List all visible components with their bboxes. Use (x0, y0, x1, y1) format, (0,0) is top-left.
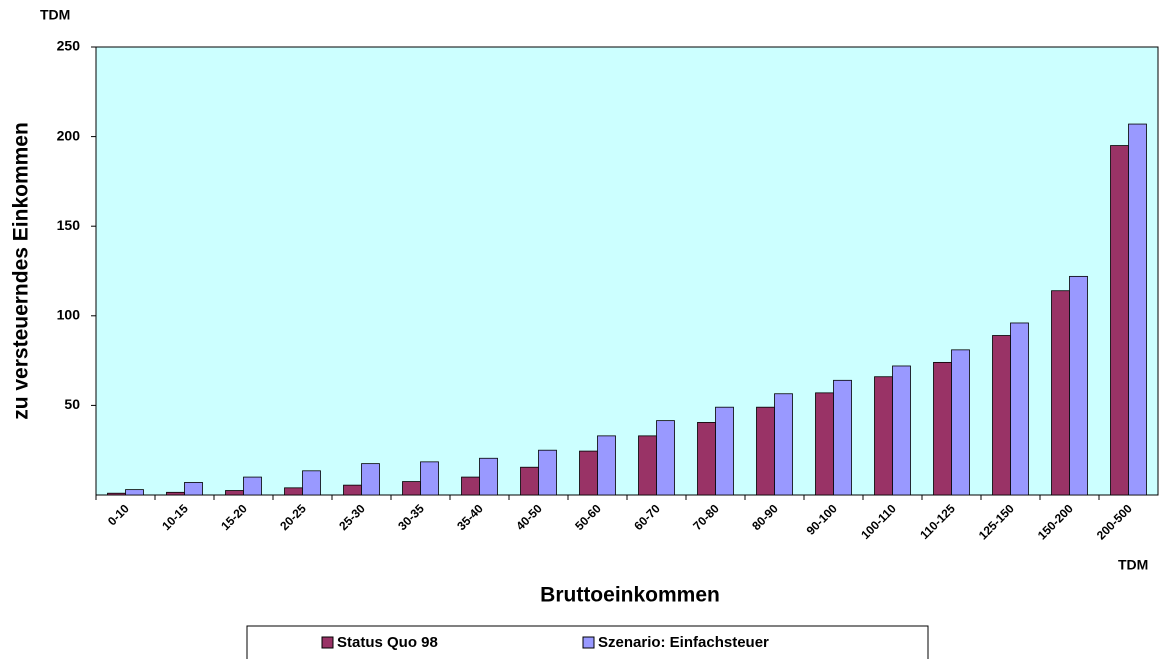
bar (302, 470, 321, 496)
bar (361, 463, 380, 496)
bar (107, 492, 126, 496)
bar (1010, 322, 1029, 496)
x-tick-label: 70-80 (690, 501, 722, 533)
legend-label: Szenario: Einfachsteuer (598, 634, 769, 651)
x-tick-label: 20-25 (277, 501, 309, 533)
x-tick-label: 100-110 (858, 501, 899, 542)
bar (756, 406, 775, 496)
bar (520, 466, 539, 496)
y-unit: TDM (40, 7, 70, 23)
y-tick-label: 250 (57, 38, 81, 54)
x-unit: TDM (1118, 557, 1148, 573)
bar (1110, 145, 1129, 496)
bar (892, 365, 911, 496)
x-tick-label: 25-30 (336, 501, 368, 533)
bar (833, 379, 852, 496)
y-axis-label: zu versteuerndes Einkommen (10, 122, 33, 420)
bar (815, 392, 834, 496)
x-tick-label: 150-200 (1035, 501, 1076, 542)
bar (1128, 123, 1147, 496)
x-tick-label: 50-60 (572, 501, 604, 533)
bar (420, 461, 439, 496)
x-axis-label: Bruttoeinkommen (540, 584, 720, 607)
x-tick-label: 10-15 (159, 501, 191, 533)
x-tick-label: 35-40 (454, 501, 486, 533)
bar (951, 349, 970, 496)
y-tick-label: 100 (57, 307, 81, 323)
bar (402, 481, 421, 496)
bar (774, 393, 793, 496)
bar (1051, 290, 1070, 496)
y-tick-label: 150 (57, 217, 81, 233)
bar (656, 420, 675, 496)
bar (1069, 275, 1088, 496)
x-tick-label: 15-20 (218, 501, 250, 533)
bar (538, 449, 557, 496)
bar (715, 406, 734, 496)
bar (225, 490, 244, 496)
x-tick-label: 0-10 (105, 501, 132, 528)
bar (125, 489, 144, 496)
x-tick-label: 110-125 (917, 501, 958, 542)
bar (343, 484, 362, 496)
legend-label: Status Quo 98 (337, 634, 438, 651)
bar (479, 457, 498, 496)
x-tick-label: 60-70 (631, 501, 663, 533)
y-tick-label: 200 (57, 127, 81, 143)
x-tick-label: 80-90 (749, 501, 781, 533)
legend-swatch (582, 636, 595, 649)
bar (166, 491, 185, 496)
bar (697, 422, 716, 496)
x-tick-label: 125-150 (976, 501, 1017, 542)
x-tick-label: 90-100 (804, 501, 841, 538)
bar (638, 435, 657, 496)
bar (579, 450, 598, 496)
bar (933, 361, 952, 496)
x-tick-label: 40-50 (513, 501, 545, 533)
bar (284, 487, 303, 496)
bar (597, 435, 616, 496)
bar (874, 376, 893, 496)
x-tick-label: 200-500 (1094, 501, 1135, 542)
bar (184, 482, 203, 496)
bar (243, 476, 262, 496)
legend-swatch (321, 636, 334, 649)
bar (992, 335, 1011, 496)
bar (461, 476, 480, 496)
x-tick-label: 30-35 (395, 501, 427, 533)
y-tick-label: 50 (64, 396, 80, 412)
plot-area (95, 46, 1159, 496)
